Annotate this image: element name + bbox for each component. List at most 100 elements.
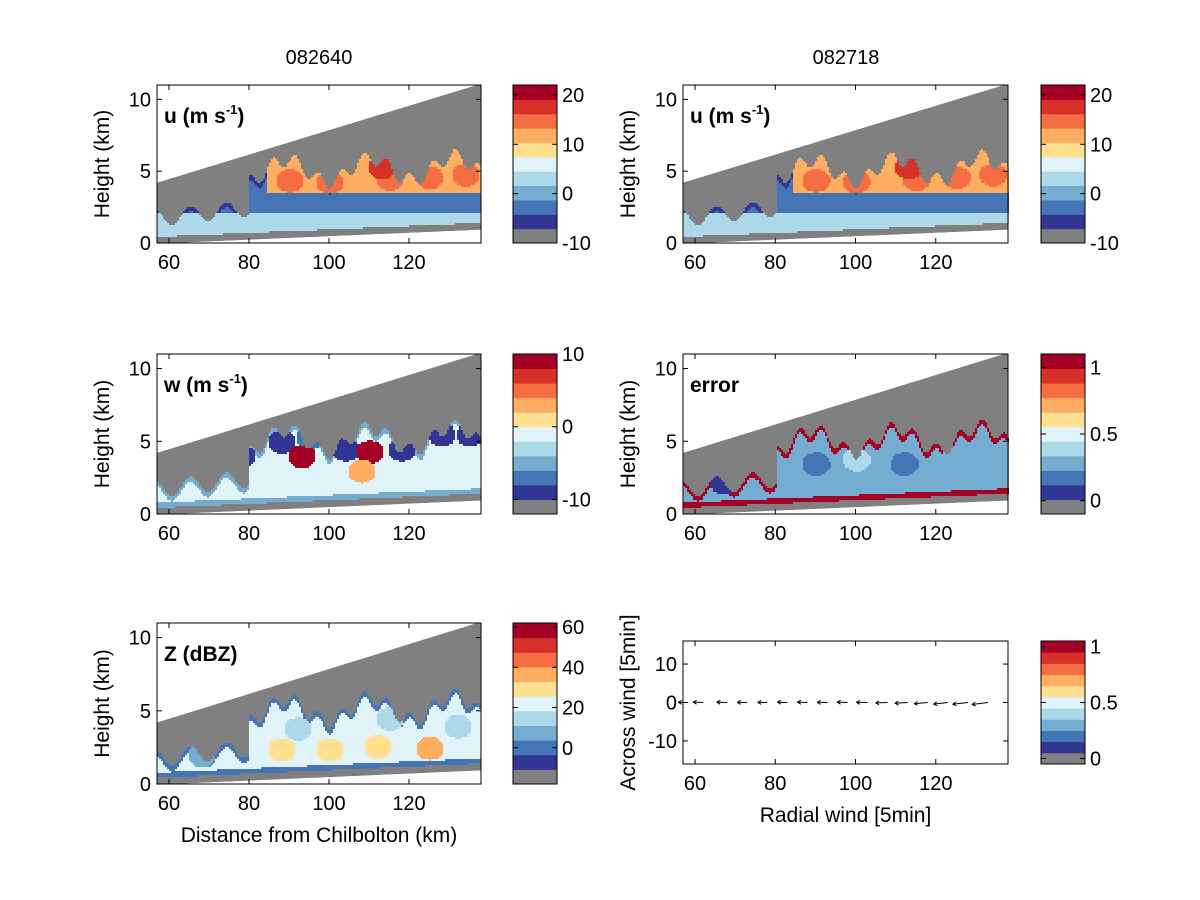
panel-z_left: 60 80 100 120 0 5 10 Z (dBZ) Height (km) Distance…	[91, 617, 584, 847]
colorbar-segment	[513, 710, 557, 726]
colorbar: -10 0 10 20	[1040, 84, 1119, 255]
colorbar-segment	[513, 725, 557, 741]
column-title-right: 082718	[813, 47, 880, 69]
colorbar-segment	[1041, 484, 1085, 500]
colorbar-tick-label: 0	[1090, 491, 1101, 513]
x-tick-label: 100	[312, 523, 345, 545]
colorbar-segment	[513, 156, 557, 172]
colorbar-segment	[1041, 142, 1085, 158]
colorbar-segment	[513, 199, 557, 215]
wind-arrow-head	[736, 700, 741, 705]
y-axis-label: Height (km)	[91, 649, 114, 758]
colorbar-tick-label: 10	[562, 344, 584, 366]
colorbar-segment	[1041, 685, 1085, 698]
colorbar-segment	[1041, 663, 1085, 676]
wind-arrow-head	[816, 700, 821, 705]
colorbar: 00.51	[1040, 637, 1118, 770]
colorbar: -10 0 10	[512, 344, 591, 515]
below-beam-region	[683, 229, 1008, 244]
below-beam-region	[683, 500, 1008, 515]
colorbar-tick-label: -10	[562, 233, 591, 255]
colorbar-segment	[513, 499, 557, 515]
colorbar-segment	[1041, 499, 1085, 515]
y-axis-label: Height (km)	[617, 110, 640, 219]
panel-label: u (m s-1)	[164, 102, 244, 128]
colorbar-segment	[1041, 368, 1085, 384]
colorbar-segment	[1041, 99, 1085, 115]
x-tick-label: 120	[919, 773, 952, 795]
colorbar-frame	[512, 622, 558, 785]
y-tick-label: 0	[140, 233, 151, 255]
colorbar-segment	[1041, 185, 1085, 201]
colorbar-tick-label: 1	[1090, 637, 1101, 659]
wind-arrow-head	[716, 699, 721, 705]
x-tick-label: 60	[158, 252, 180, 274]
y-tick-label: 10	[129, 628, 151, 650]
x-tick-label: 60	[684, 252, 706, 274]
colorbar-segment	[513, 85, 557, 100]
x-tick-label: 60	[158, 793, 180, 815]
wind-arrow	[894, 702, 908, 704]
colorbar-segment	[1041, 470, 1085, 486]
colorbar-segment	[1041, 228, 1085, 244]
colorbar-segment	[1041, 426, 1085, 442]
colorbar-segment	[1041, 752, 1085, 765]
wind-arrow-head	[971, 701, 976, 707]
y-axis-label: Height (km)	[617, 380, 640, 489]
colorbar-segment	[1041, 383, 1085, 399]
y-tick-label: 10	[129, 359, 151, 381]
y-axis-label: Height (km)	[91, 380, 114, 489]
panel-label: w (m s-1)	[163, 371, 248, 397]
colorbar-tick-label: 0	[562, 417, 573, 439]
y-tick-label: 0	[666, 693, 677, 715]
x-tick-label: 80	[238, 523, 260, 545]
colorbar-segment	[1041, 641, 1085, 653]
colorbar-segment	[513, 666, 557, 683]
colorbar-tick-label: 0	[562, 184, 573, 206]
panel-label: Z (dBZ)	[164, 643, 237, 666]
colorbar-tick-label: -10	[1090, 233, 1119, 255]
y-tick-label: 0	[666, 504, 677, 526]
x-tick-label: 100	[312, 252, 345, 274]
panel-label: error	[690, 374, 739, 397]
panel-label: u (m s-1)	[690, 102, 770, 128]
colorbar-segment	[513, 397, 557, 413]
colorbar-tick-label: 10	[1090, 134, 1112, 156]
field-cells	[157, 420, 481, 508]
colorbar-segment	[1041, 455, 1085, 471]
x-tick-label: 80	[764, 523, 786, 545]
x-tick-label: 120	[919, 523, 952, 545]
colorbar-segment	[513, 128, 557, 143]
x-axis-label: Distance from Chilbolton (km)	[181, 824, 458, 847]
colorbar-segment	[513, 484, 557, 500]
colorbar-tick-label: 0.5	[1090, 424, 1118, 446]
x-tick-label: 60	[684, 773, 706, 795]
colorbar-segment	[1041, 397, 1085, 413]
colorbar-segment	[513, 455, 557, 471]
x-tick-label: 120	[392, 523, 425, 545]
colorbar-segment	[513, 652, 557, 668]
wind-arrow-head	[913, 701, 919, 706]
colorbar-segment	[513, 696, 557, 712]
y-tick-label: 5	[140, 701, 151, 723]
colorbar-tick-label: 20	[562, 85, 584, 107]
colorbar-segment	[513, 470, 557, 486]
axes-frame	[156, 84, 482, 244]
x-tick-label: 100	[839, 252, 872, 274]
field-cells	[683, 420, 1009, 508]
y-tick-label: 5	[666, 431, 677, 453]
y-tick-label: 5	[140, 431, 151, 453]
colorbar-tick-label: 0.5	[1090, 693, 1118, 715]
x-tick-label: 80	[764, 252, 786, 274]
wind-arrow	[933, 702, 948, 705]
wind-arrow-head	[952, 701, 957, 707]
x-tick-label: 120	[392, 252, 425, 274]
colorbar-segment	[1041, 156, 1085, 172]
x-tick-label: 60	[684, 523, 706, 545]
wind-arrow-head	[692, 699, 697, 705]
column-title-left: 082640	[286, 47, 353, 69]
wind-arrow-head	[677, 700, 682, 705]
colorbar-segment	[513, 441, 557, 457]
